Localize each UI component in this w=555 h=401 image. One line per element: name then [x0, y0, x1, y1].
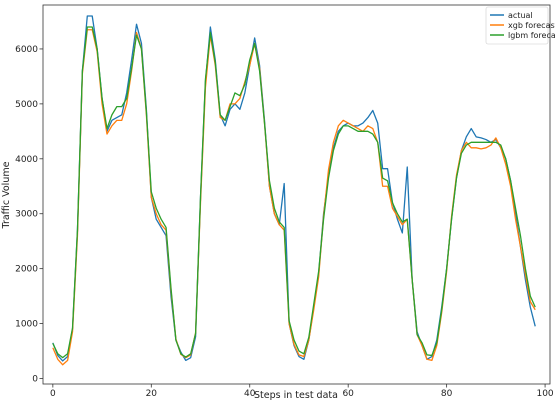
legend: actual xgb forecast lgbm forecast — [485, 6, 555, 45]
series-line-lgbm-forecast — [52, 26, 536, 359]
plot-area-frame — [42, 4, 551, 385]
legend-label-lgbm: lgbm forecast — [508, 31, 555, 40]
legend-label-xgb: xgb forecast — [508, 21, 555, 30]
x-tick-label: 100 — [536, 389, 553, 399]
y-tick-label: 5000 — [15, 100, 38, 110]
y-tick-label: 6000 — [15, 45, 38, 55]
x-tick-label: 60 — [342, 389, 354, 399]
legend-label-actual: actual — [508, 11, 533, 20]
x-tick-label: 20 — [146, 389, 158, 399]
x-tick-label: 80 — [441, 389, 453, 399]
y-tick-label: 2000 — [15, 265, 38, 275]
y-tick-label: 3000 — [15, 210, 38, 220]
y-axis-label: Traffic Volume — [1, 161, 12, 229]
y-tick-label: 0 — [32, 375, 38, 385]
x-axis-label: Steps in test data — [254, 390, 338, 401]
x-tick-label: 40 — [244, 389, 256, 399]
x-tick-label: 0 — [50, 389, 56, 399]
y-tick-label: 1000 — [15, 320, 38, 330]
series-layer — [52, 15, 536, 366]
y-tick-label: 4000 — [15, 155, 38, 165]
